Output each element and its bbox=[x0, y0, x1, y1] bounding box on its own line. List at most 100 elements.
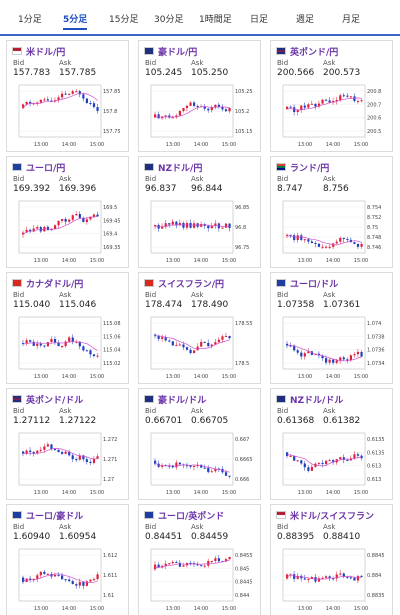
rate-card[interactable]: ユーロ/豪ドル Bid Ask 1.60940 1.60954 1.612 1.611 1.6… bbox=[6, 504, 129, 615]
mini-candlestick-chart[interactable]: 0.6135 0.6135 0.613 0.613 13:00 14:00 15:00 bbox=[275, 429, 389, 497]
candle-body bbox=[39, 449, 42, 451]
candle-body bbox=[154, 334, 157, 336]
pair-title[interactable]: ユーロ/ドル bbox=[290, 280, 339, 290]
rate-card[interactable]: 米ドル/円 Bid Ask 157.783 157.785 157.85 157.8 157.… bbox=[6, 40, 129, 152]
ask-value: 105.250 bbox=[191, 68, 229, 78]
nz-flag-icon bbox=[144, 163, 154, 171]
rate-card[interactable]: NZドル/円 Bid Ask 96.837 96.844 96.85 96.8 96.75 13… bbox=[138, 156, 261, 268]
rate-card[interactable]: 米ドル/スイスフラン Bid Ask 0.88395 0.88410 0.8845 0.88… bbox=[270, 504, 393, 615]
mini-candlestick-chart[interactable]: 96.85 96.8 96.75 13:00 14:00 15:00 bbox=[143, 197, 257, 265]
candle-body bbox=[289, 106, 292, 108]
tab-30min[interactable]: 30分足 bbox=[154, 15, 184, 25]
rate-card[interactable]: カナダドル/円 Bid Ask 115.040 115.046 115.08 115.06 1… bbox=[6, 272, 129, 384]
candle-body bbox=[207, 467, 210, 473]
mini-candlestick-chart[interactable]: 178.55 178.5 13:00 14:00 15:00 bbox=[143, 313, 257, 381]
moving-average-line bbox=[154, 462, 230, 473]
tab-1hour[interactable]: 1時間足 bbox=[199, 15, 232, 25]
candle-body bbox=[75, 584, 78, 586]
pair-title[interactable]: ランド/円 bbox=[290, 164, 330, 174]
candle-body bbox=[307, 467, 310, 471]
pair-title[interactable]: 英ポンド/ドル bbox=[26, 396, 84, 406]
pair-title[interactable]: 米ドル/円 bbox=[26, 48, 66, 58]
bid-value: 0.84451 bbox=[145, 532, 183, 542]
ask-label: Ask bbox=[323, 523, 336, 531]
candle-body bbox=[39, 99, 42, 103]
candle-body bbox=[78, 214, 81, 218]
x-tick-label: 15:00 bbox=[222, 374, 236, 380]
candle-body bbox=[339, 95, 342, 101]
candle-body bbox=[157, 224, 160, 229]
x-tick-label: 13:00 bbox=[166, 142, 180, 148]
pair-title[interactable]: 米ドル/スイスフラン bbox=[290, 512, 375, 522]
mini-candlestick-chart[interactable]: 0.667 0.6665 0.666 13:00 14:00 15:00 bbox=[143, 429, 257, 497]
pair-title[interactable]: カナダドル/円 bbox=[26, 280, 84, 290]
candle-body bbox=[332, 359, 335, 363]
pair-title[interactable]: NZドル/ドル bbox=[290, 396, 344, 406]
ask-label: Ask bbox=[59, 59, 72, 67]
rate-card[interactable]: ランド/円 Bid Ask 8.747 8.756 8.754 8.752 8.75 8.748… bbox=[270, 156, 393, 268]
rate-card[interactable]: NZドル/ドル Bid Ask 0.61368 0.61382 0.6135 0.6135 0… bbox=[270, 388, 393, 500]
candle-body bbox=[200, 224, 203, 227]
rate-card[interactable]: スイスフラン/円 Bid Ask 178.474 178.490 178.55 178.5 1… bbox=[138, 272, 261, 384]
candle-body bbox=[57, 449, 60, 452]
pair-title[interactable]: ユーロ/英ポンド bbox=[158, 512, 225, 522]
candle-body bbox=[193, 102, 196, 106]
x-tick-label: 14:00 bbox=[326, 606, 340, 612]
candle-body bbox=[196, 105, 199, 107]
tab-5min[interactable]: 5分足 bbox=[63, 12, 88, 30]
candle-body bbox=[171, 341, 174, 346]
mini-candlestick-chart[interactable]: 169.5 169.45 169.4 169.35 13:00 14:00 15:00 bbox=[11, 197, 125, 265]
mini-candlestick-chart[interactable]: 105.25 105.2 105.15 13:00 14:00 15:00 bbox=[143, 81, 257, 149]
candle-body bbox=[321, 355, 324, 359]
mini-candlestick-chart[interactable]: 200.8 200.7 200.6 200.5 13:00 14:00 15:00 bbox=[275, 81, 389, 149]
mini-candlestick-chart[interactable]: 0.8845 0.884 0.8835 13:00 14:00 15:00 bbox=[275, 545, 389, 613]
mini-candlestick-chart[interactable]: 157.85 157.8 157.75 13:00 14:00 15:00 bbox=[11, 81, 125, 149]
pair-title[interactable]: スイスフラン/円 bbox=[158, 280, 225, 290]
candle-body bbox=[43, 99, 46, 101]
candle-body bbox=[289, 455, 292, 457]
pair-title[interactable]: 豪ドル/ドル bbox=[158, 396, 207, 406]
x-tick-label: 15:00 bbox=[90, 490, 104, 496]
rate-card[interactable]: 英ポンド/円 Bid Ask 200.566 200.573 200.8 200.7 200.… bbox=[270, 40, 393, 152]
mini-candlestick-chart[interactable]: 1.612 1.611 1.61 13:00 14:00 15:00 bbox=[11, 545, 125, 613]
candle-body bbox=[353, 242, 356, 244]
mini-candlestick-chart[interactable]: 115.08 115.06 115.04 115.02 13:00 14:00 15:00 bbox=[11, 313, 125, 381]
chart-frame bbox=[150, 316, 234, 370]
mini-candlestick-chart[interactable]: 1.272 1.271 1.27 13:00 14:00 15:00 bbox=[11, 429, 125, 497]
tab-weekly[interactable]: 週足 bbox=[296, 15, 315, 25]
rate-card[interactable]: ユーロ/英ポンド Bid Ask 0.84451 0.84459 0.8455 0.845 0… bbox=[138, 504, 261, 615]
y-tick-label: 0.613 bbox=[367, 477, 381, 483]
rate-card[interactable]: 豪ドル/ドル Bid Ask 0.66701 0.66705 0.667 0.6665 0.6… bbox=[138, 388, 261, 500]
tab-daily[interactable]: 日足 bbox=[250, 15, 269, 25]
candle-body bbox=[360, 100, 363, 102]
tab-15min[interactable]: 15分足 bbox=[109, 15, 139, 25]
tab-monthly[interactable]: 月足 bbox=[342, 15, 361, 25]
x-tick-label: 15:00 bbox=[222, 258, 236, 264]
pair-title[interactable]: ユーロ/円 bbox=[26, 164, 66, 174]
pair-title[interactable]: ユーロ/豪ドル bbox=[26, 512, 84, 522]
y-tick-label: 0.667 bbox=[235, 437, 249, 443]
candle-body bbox=[296, 575, 299, 579]
pair-title[interactable]: 英ポンド/円 bbox=[290, 48, 339, 58]
rate-card[interactable]: ユーロ/円 Bid Ask 169.392 169.396 169.5 169.45 169.… bbox=[6, 156, 129, 268]
pair-title[interactable]: 豪ドル/円 bbox=[158, 48, 198, 58]
chart-frame bbox=[282, 84, 366, 138]
rate-card[interactable]: 英ポンド/ドル Bid Ask 1.27112 1.27122 1.272 1.271 1.2… bbox=[6, 388, 129, 500]
mini-candlestick-chart[interactable]: 0.8455 0.845 0.8445 0.844 13:00 14:00 15:00 bbox=[143, 545, 257, 613]
candle-body bbox=[356, 576, 360, 581]
rate-card[interactable]: 豪ドル/円 Bid Ask 105.245 105.250 105.25 105.2 105.… bbox=[138, 40, 261, 152]
rate-card[interactable]: ユーロ/ドル Bid Ask 1.07358 1.07361 1.074 1.0738 1.0… bbox=[270, 272, 393, 384]
y-tick-label: 1.0738 bbox=[367, 334, 385, 340]
ask-label: Ask bbox=[323, 407, 336, 415]
candle-body bbox=[193, 350, 196, 354]
mini-candlestick-chart[interactable]: 1.074 1.0738 1.0736 1.0734 13:00 14:00 15:00 bbox=[275, 313, 389, 381]
pair-title[interactable]: NZドル/円 bbox=[158, 164, 203, 174]
candle-body bbox=[36, 102, 39, 104]
moving-average-line bbox=[22, 92, 98, 108]
candle-body bbox=[71, 91, 74, 94]
y-tick-label: 0.8845 bbox=[367, 553, 385, 559]
tab-1min[interactable]: 1分足 bbox=[18, 15, 42, 25]
mini-candlestick-chart[interactable]: 8.754 8.752 8.75 8.748 8.746 13:00 14:00 15:00 bbox=[275, 197, 389, 265]
y-tick-label: 1.0736 bbox=[367, 348, 385, 354]
candle-body bbox=[325, 246, 328, 248]
